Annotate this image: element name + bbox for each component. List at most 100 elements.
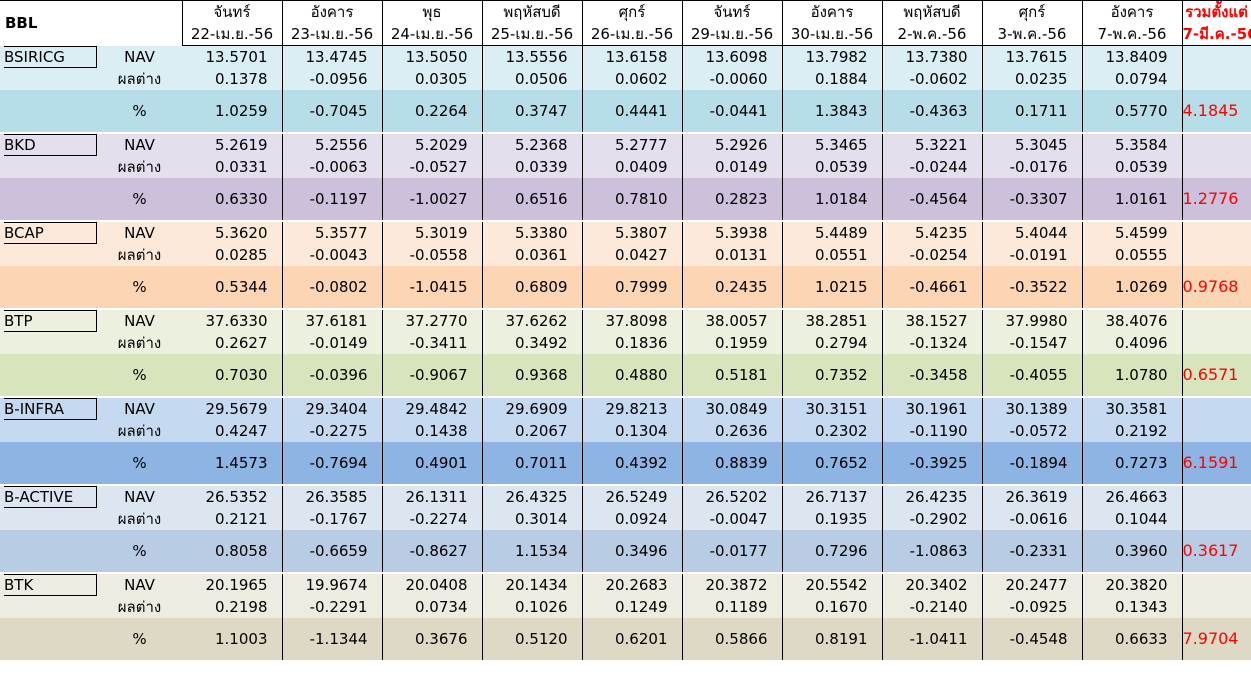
value-cell-pct: -0.0177 bbox=[682, 530, 783, 572]
value-cell-nav: 26.5249 bbox=[582, 486, 683, 508]
value-cell-nav: 30.0849 bbox=[682, 398, 783, 420]
value-cell-diff: -0.3411 bbox=[382, 332, 483, 354]
value-cell-diff: 0.1935 bbox=[782, 508, 883, 530]
metric-label: NAV bbox=[124, 47, 155, 66]
value-cell-nav: 38.2851 bbox=[782, 310, 883, 332]
value-cell-diff: 0.0924 bbox=[582, 508, 683, 530]
value-cell-nav: 5.2777 bbox=[582, 134, 683, 156]
value-cell-pct: 0.3960 bbox=[1082, 530, 1183, 572]
fund-name-blank bbox=[0, 156, 97, 178]
value-cell-diff: -0.0572 bbox=[982, 420, 1083, 442]
fund-name: BCAP bbox=[4, 222, 97, 244]
value-cell-diff: 0.1343 bbox=[1082, 596, 1183, 618]
value-cell-nav: 5.4235 bbox=[882, 222, 983, 244]
value-cell-pct: 0.4392 bbox=[582, 442, 683, 484]
value-cell-pct: -1.1344 bbox=[282, 618, 383, 660]
day-header: พฤหัสบดี bbox=[482, 0, 583, 23]
separator-cell bbox=[0, 220, 1251, 222]
value-cell-diff: 0.1438 bbox=[382, 420, 483, 442]
value-cell-pct: -0.7045 bbox=[282, 90, 383, 132]
value-cell-nav: 13.7982 bbox=[782, 45, 883, 68]
value-cell-pct: 0.7652 bbox=[782, 442, 883, 484]
value-cell-pct: 0.8058 bbox=[182, 530, 283, 572]
value-cell-pct: 0.1711 bbox=[982, 90, 1083, 132]
fund-name: B-ACTIVE bbox=[4, 486, 97, 508]
value-cell-pct: -0.3307 bbox=[982, 178, 1083, 220]
value-cell-nav: 30.1389 bbox=[982, 398, 1083, 420]
cumulative-blank bbox=[1182, 398, 1251, 420]
metric-label: ผลต่าง bbox=[117, 246, 162, 264]
value-cell-diff: 0.0339 bbox=[482, 156, 583, 178]
value-cell-diff: 0.4247 bbox=[182, 420, 283, 442]
value-cell-diff: 0.0539 bbox=[1082, 156, 1183, 178]
value-cell-nav: 5.4599 bbox=[1082, 222, 1183, 244]
header-row-dates: 22-เม.ย.-56 23-เม.ย.-56 24-เม.ย.-56 25-เ… bbox=[0, 23, 1251, 46]
day-header: อังคาร bbox=[282, 0, 383, 23]
value-cell-diff: 0.3014 bbox=[482, 508, 583, 530]
value-cell-nav: 13.5050 bbox=[382, 45, 483, 68]
value-cell-diff: 0.2302 bbox=[782, 420, 883, 442]
value-cell-nav: 19.9674 bbox=[282, 574, 383, 596]
value-cell-pct: 0.7030 bbox=[182, 354, 283, 396]
value-cell-pct: 0.5866 bbox=[682, 618, 783, 660]
value-cell-diff: 0.2067 bbox=[482, 420, 583, 442]
cumulative-blank bbox=[1182, 486, 1251, 508]
fund-name-cell: BTP bbox=[0, 310, 97, 332]
value-cell-nav: 38.0057 bbox=[682, 310, 783, 332]
value-cell-nav: 20.1434 bbox=[482, 574, 583, 596]
value-cell-pct: 1.0259 bbox=[182, 90, 283, 132]
value-cell-nav: 20.0408 bbox=[382, 574, 483, 596]
cumulative-blank bbox=[1182, 574, 1251, 596]
value-cell-nav: 37.2770 bbox=[382, 310, 483, 332]
value-cell-nav: 13.4745 bbox=[282, 45, 383, 68]
value-cell-pct: 0.6516 bbox=[482, 178, 583, 220]
fund-name: B-INFRA bbox=[4, 398, 97, 420]
value-cell-pct: -0.4363 bbox=[882, 90, 983, 132]
value-cell-diff: -0.1767 bbox=[282, 508, 383, 530]
value-cell-diff: -0.0616 bbox=[982, 508, 1083, 530]
fund-name-blank bbox=[0, 178, 97, 220]
value-cell-diff: 0.1959 bbox=[682, 332, 783, 354]
fund-row-diff: ผลต่าง 0.1378 -0.0956 0.0305 0.0506 0.0602 -0.… bbox=[0, 68, 1251, 90]
value-cell-nav: 29.8213 bbox=[582, 398, 683, 420]
value-cell-pct: 1.0269 bbox=[1082, 266, 1183, 308]
value-cell-nav: 13.8409 bbox=[1082, 45, 1183, 68]
day-header: อังคาร bbox=[1082, 0, 1183, 23]
cumulative-blank bbox=[1182, 222, 1251, 244]
fund-name-blank bbox=[0, 244, 97, 266]
value-cell-diff: 0.0734 bbox=[382, 596, 483, 618]
fund-row-nav: BTP NAV 37.6330 37.6181 37.2770 37.6262 37.809… bbox=[0, 310, 1251, 332]
value-cell-nav: 30.3151 bbox=[782, 398, 883, 420]
value-cell-pct: -1.0411 bbox=[882, 618, 983, 660]
value-cell-nav: 26.1311 bbox=[382, 486, 483, 508]
day-header: จันทร์ bbox=[182, 0, 283, 23]
fund-name-blank bbox=[0, 508, 97, 530]
fund-row-pct: % 0.6330 -0.1197 -1.0027 0.6516 0.7810 0.2823 1… bbox=[0, 178, 1251, 220]
value-cell-nav: 30.3581 bbox=[1082, 398, 1183, 420]
cumulative-total: 0.6571 bbox=[1182, 365, 1239, 384]
value-cell-nav: 13.5701 bbox=[182, 45, 283, 68]
value-cell-diff: 0.1670 bbox=[782, 596, 883, 618]
metric-label: % bbox=[132, 630, 147, 648]
value-cell-diff: -0.0047 bbox=[682, 508, 783, 530]
cumulative-total: 4.1845 bbox=[1182, 101, 1239, 120]
day-header: พฤหัสบดี bbox=[882, 0, 983, 23]
value-cell-pct: 0.4880 bbox=[582, 354, 683, 396]
cumulative-blank bbox=[1182, 332, 1251, 354]
cumulative-total: 7.9704 bbox=[1182, 629, 1239, 648]
value-cell-pct: 0.4441 bbox=[582, 90, 683, 132]
value-cell-pct: -0.4564 bbox=[882, 178, 983, 220]
date-header: 24-เม.ย.-56 bbox=[382, 23, 483, 46]
date-header: 26-เม.ย.-56 bbox=[582, 23, 683, 46]
value-cell-diff: -0.1547 bbox=[982, 332, 1083, 354]
value-cell-pct: 0.8191 bbox=[782, 618, 883, 660]
value-cell-diff: 0.0539 bbox=[782, 156, 883, 178]
fund-row-diff: ผลต่าง 0.0285 -0.0043 -0.0558 0.0361 0.0427 0.… bbox=[0, 244, 1251, 266]
metric-label: % bbox=[132, 366, 147, 384]
separator-cell bbox=[0, 572, 1251, 574]
value-cell-nav: 26.7137 bbox=[782, 486, 883, 508]
date-header: 30-เม.ย.-56 bbox=[782, 23, 883, 46]
cumulative-total: 6.1591 bbox=[1182, 453, 1239, 472]
metric-label: % bbox=[132, 190, 147, 208]
value-cell-nav: 37.8098 bbox=[582, 310, 683, 332]
